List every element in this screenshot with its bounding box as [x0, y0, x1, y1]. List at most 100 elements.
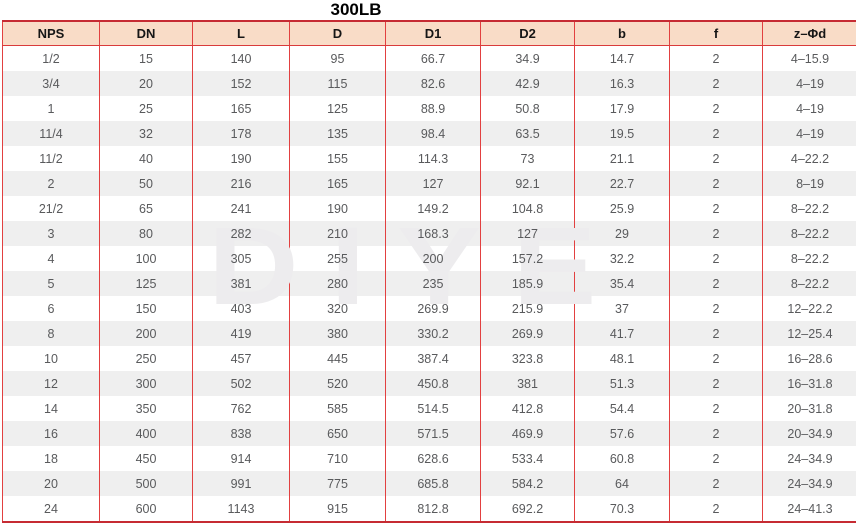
table-cell: 2 [669, 196, 763, 221]
table-cell: 24–41.3 [763, 496, 856, 522]
table-cell-value: 8–22.2 [790, 276, 830, 291]
table-cell-value: 2 [712, 251, 720, 266]
table-cell-value: 92.1 [515, 176, 540, 191]
table-row: 3/4 20 152 115 82.6 42.9 16.3 2 4–19 [2, 71, 856, 96]
table-cell: 8–22.2 [763, 246, 856, 271]
table-cell: 92.1 [480, 171, 575, 196]
table-cell-value: 125 [327, 101, 348, 116]
table-cell: 66.7 [385, 45, 481, 71]
table-cell-value: 450 [135, 451, 157, 466]
table-cell: 2 [669, 271, 763, 296]
table-cell-value: 104.8 [511, 201, 544, 216]
table-cell: 387.4 [385, 346, 481, 371]
table-cell-value: 4–19 [796, 76, 824, 91]
table-cell-value: 300 [135, 376, 157, 391]
table-cell: 381 [480, 371, 575, 396]
table-cell-value: 2 [712, 176, 720, 191]
table-cell-value: 5 [47, 276, 55, 291]
table-cell: 250 [99, 346, 193, 371]
table-cell: 11/4 [2, 121, 100, 146]
table-cell-value: 2 [712, 426, 720, 441]
table-cell: 2 [669, 71, 763, 96]
table-cell: 235 [385, 271, 481, 296]
table-cell: 628.6 [385, 446, 481, 471]
table-cell: 685.8 [385, 471, 481, 496]
table-cell: 2 [669, 371, 763, 396]
table-cell-value: 42.9 [515, 76, 540, 91]
table-cell-value: 152 [230, 76, 252, 91]
table-cell-value: 323.8 [511, 351, 544, 366]
table-cell-value: 469.9 [511, 426, 544, 441]
table-cell-value: 1143 [227, 501, 255, 516]
table-cell-value: 155 [327, 151, 348, 166]
table-cell: 533.4 [480, 446, 575, 471]
table-cell: 35.4 [574, 271, 670, 296]
table-cell: 54.4 [574, 396, 670, 421]
table-cell-value: 17.9 [609, 101, 635, 116]
table-cell: 2 [669, 171, 763, 196]
table-cell: 16–28.6 [763, 346, 856, 371]
table-cell-value: 330.2 [417, 326, 449, 341]
table-cell: 14.7 [574, 45, 670, 71]
table-cell-value: 216 [230, 176, 252, 191]
table-cell: 1/2 [2, 45, 100, 71]
table-cell-value: 4–22.2 [790, 151, 830, 166]
table-cell: 812.8 [385, 496, 481, 522]
table-cell-value: 2 [47, 176, 55, 191]
table-cell-value: 25 [139, 101, 153, 116]
table-cell-value: 2 [712, 126, 720, 141]
table-cell: 12–22.2 [763, 296, 856, 321]
column-header-label: D [332, 26, 343, 41]
table-cell-value: 400 [135, 426, 157, 441]
table-cell-value: 445 [327, 351, 348, 366]
table-cell: 48.1 [574, 346, 670, 371]
table-cell: 457 [192, 346, 290, 371]
table-cell: 64 [574, 471, 670, 496]
table-cell: 400 [99, 421, 193, 446]
table-cell: 34.9 [480, 45, 575, 71]
header-row: NPS DN L D D1 D2 b f z–Φd [2, 21, 856, 46]
table-cell-value: 710 [327, 451, 348, 466]
column-header: D1 [385, 21, 481, 46]
table-cell: 125 [289, 96, 386, 121]
table-cell: 20 [99, 71, 193, 96]
column-header: z–Φd [762, 21, 856, 46]
table-cell: 4 [2, 246, 100, 271]
table-cell: 32 [99, 121, 193, 146]
table-cell-value: 48.1 [609, 351, 635, 366]
table-row: 11/4 32 178 135 98.4 63.5 19.5 2 4–19 [2, 121, 856, 146]
table-cell-value: 255 [327, 251, 348, 266]
table-cell: 2 [669, 96, 763, 121]
table-cell-value: 127 [517, 226, 538, 241]
table-cell: 24–34.9 [763, 446, 856, 471]
table-cell: 12–25.4 [763, 321, 856, 346]
table-cell-value: 35.4 [609, 276, 635, 291]
table-cell-value: 762 [230, 401, 252, 416]
table-cell: 4–19 [763, 96, 856, 121]
table-cell: 98.4 [385, 121, 481, 146]
table-cell-value: 235 [422, 276, 444, 291]
table-row: 11/2 40 190 155 114.3 73 21.1 2 4–22.2 [2, 146, 856, 171]
table-cell: 150 [99, 296, 193, 321]
table-cell: 37 [574, 296, 670, 321]
dimension-table-wrap: NPS DN L D D1 D2 b f z–Φd 1/2 15 140 95 66.7 34.9 14.7… [2, 20, 856, 523]
table-cell-value: 54.4 [609, 401, 635, 416]
table-cell: 8–22.2 [763, 196, 856, 221]
table-cell: 1 [2, 96, 100, 121]
table-cell: 320 [289, 296, 386, 321]
table-cell: 57.6 [574, 421, 670, 446]
table-cell: 165 [289, 171, 386, 196]
table-cell: 450.8 [385, 371, 481, 396]
table-cell: 29 [574, 221, 670, 246]
table-cell-value: 20 [139, 76, 153, 91]
table-cell-value: 991 [230, 476, 252, 491]
column-header-label: z–Φd [793, 26, 827, 41]
table-cell: 692.2 [480, 496, 575, 522]
table-cell-value: 2 [712, 301, 720, 316]
table-cell: 2 [669, 146, 763, 171]
table-cell: 2 [669, 396, 763, 421]
table-cell-value: 4 [47, 251, 55, 266]
table-cell: 32.2 [574, 246, 670, 271]
table-cell: 155 [289, 146, 386, 171]
table-cell-value: 533.4 [511, 451, 544, 466]
